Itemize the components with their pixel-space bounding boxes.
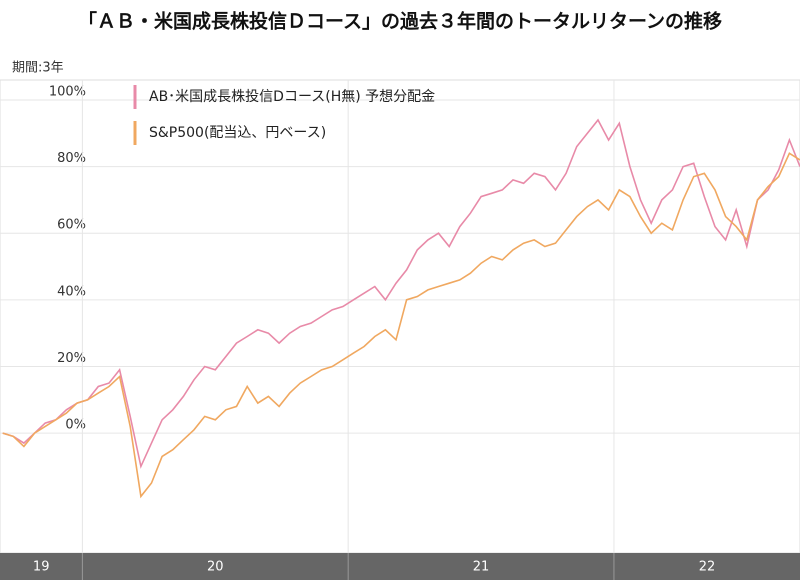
x-axis-band: [0, 553, 800, 580]
x-tick-label: 20: [207, 560, 224, 575]
y-tick-label: 40%: [57, 284, 86, 299]
chart-title: 「ＡＢ・米国成長株投信Ｄコース」の過去３年間のトータルリターンの推移: [78, 10, 722, 33]
x-tick-label: 19: [33, 560, 50, 575]
legend-label: S&P500(配当込、円ベース): [149, 125, 326, 141]
y-tick-label: 100%: [49, 84, 86, 99]
series-line: [2, 152, 800, 499]
x-tick-label: 22: [699, 560, 716, 575]
y-tick-label: 20%: [57, 351, 86, 366]
y-tick-label: 80%: [57, 151, 86, 166]
series-line: [2, 118, 800, 469]
y-tick-label: 0%: [65, 418, 86, 433]
legend-label: AB･米国成長株投信Dコース(H無) 予想分配金: [149, 89, 435, 105]
chart-subtitle: 期間:3年: [12, 61, 64, 76]
plot-frame: [0, 79, 800, 554]
x-tick-label: 21: [473, 560, 490, 575]
y-tick-label: 60%: [57, 218, 86, 233]
